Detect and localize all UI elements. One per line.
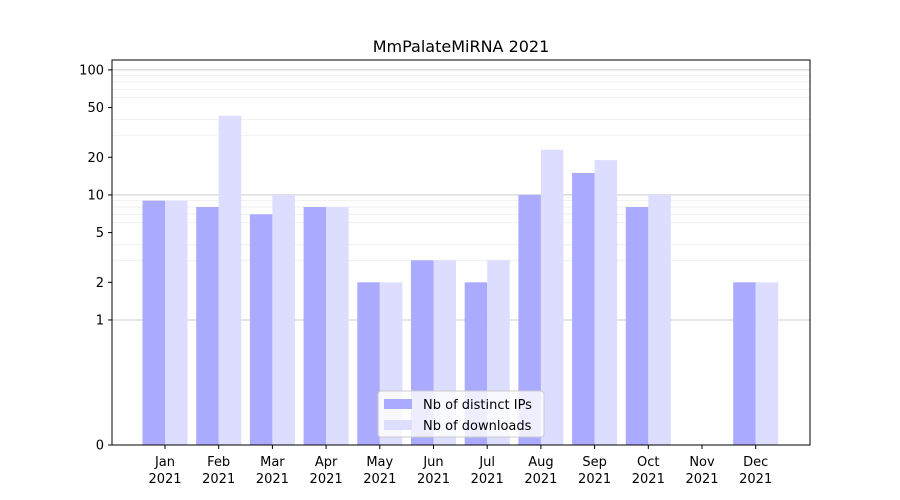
bar-distinct-ips bbox=[518, 194, 541, 445]
bar-distinct-ips bbox=[625, 207, 649, 445]
legend-label: Nb of downloads bbox=[423, 419, 532, 434]
bar-distinct-ips bbox=[142, 200, 165, 445]
y-tick-label: 20 bbox=[87, 151, 104, 166]
legend: Nb of distinct IPs Nb of downloads bbox=[377, 390, 545, 438]
x-tick-label: Jun 2021 bbox=[417, 455, 450, 487]
bar-distinct-ips bbox=[196, 207, 219, 445]
plot-frame bbox=[111, 59, 811, 446]
x-tick-label: Jan 2021 bbox=[148, 455, 181, 487]
legend-box bbox=[377, 390, 545, 438]
x-tick-label: Apr 2021 bbox=[310, 455, 343, 487]
x-tick-label: Oct 2021 bbox=[632, 455, 665, 487]
bar-downloads bbox=[540, 149, 564, 446]
bar-distinct-ips bbox=[733, 282, 756, 445]
x-tick-label: Feb 2021 bbox=[202, 455, 235, 487]
legend-label: Nb of distinct IPs bbox=[423, 398, 532, 413]
y-axis: 0 1 2 5 10 20 50 100 bbox=[79, 63, 112, 454]
bar-distinct-ips bbox=[249, 214, 273, 445]
bar-downloads bbox=[594, 160, 618, 445]
y-tick-label: 50 bbox=[87, 101, 104, 116]
x-tick-label: Jul 2021 bbox=[471, 455, 504, 487]
x-tick-label: Dec 2021 bbox=[739, 455, 772, 487]
x-tick-label: Aug 2021 bbox=[524, 455, 557, 487]
x-tick-label: Sep 2021 bbox=[578, 455, 611, 487]
bar-distinct-ips bbox=[572, 172, 595, 445]
bar-downloads bbox=[272, 194, 295, 445]
x-tick-label: Nov 2021 bbox=[685, 455, 718, 487]
bar-downloads bbox=[755, 282, 779, 445]
y-tick-label: 1 bbox=[96, 313, 104, 328]
y-tick-label: 100 bbox=[79, 63, 104, 78]
y-tick-label: 5 bbox=[96, 226, 104, 241]
chart-title: MmPalateMiRNA 2021 bbox=[373, 37, 550, 56]
bar-distinct-ips bbox=[357, 282, 380, 445]
x-tick-label: May 2021 bbox=[363, 455, 396, 487]
y-tick-label: 2 bbox=[96, 276, 104, 291]
x-axis: Jan 2021 Feb 2021 Mar 2021 Apr 2021 May 2021 Jun 20… bbox=[148, 445, 772, 487]
bar-distinct-ips bbox=[303, 207, 327, 445]
bar-downloads bbox=[326, 207, 349, 445]
bar-downloads bbox=[648, 194, 671, 445]
bar-downloads bbox=[218, 115, 242, 445]
legend-swatch bbox=[384, 420, 412, 430]
x-tick-label: Mar 2021 bbox=[256, 455, 289, 487]
legend-swatch bbox=[384, 399, 412, 409]
y-tick-label: 10 bbox=[87, 188, 104, 203]
bar-downloads bbox=[165, 200, 188, 445]
y-tick-label: 0 bbox=[96, 439, 104, 454]
